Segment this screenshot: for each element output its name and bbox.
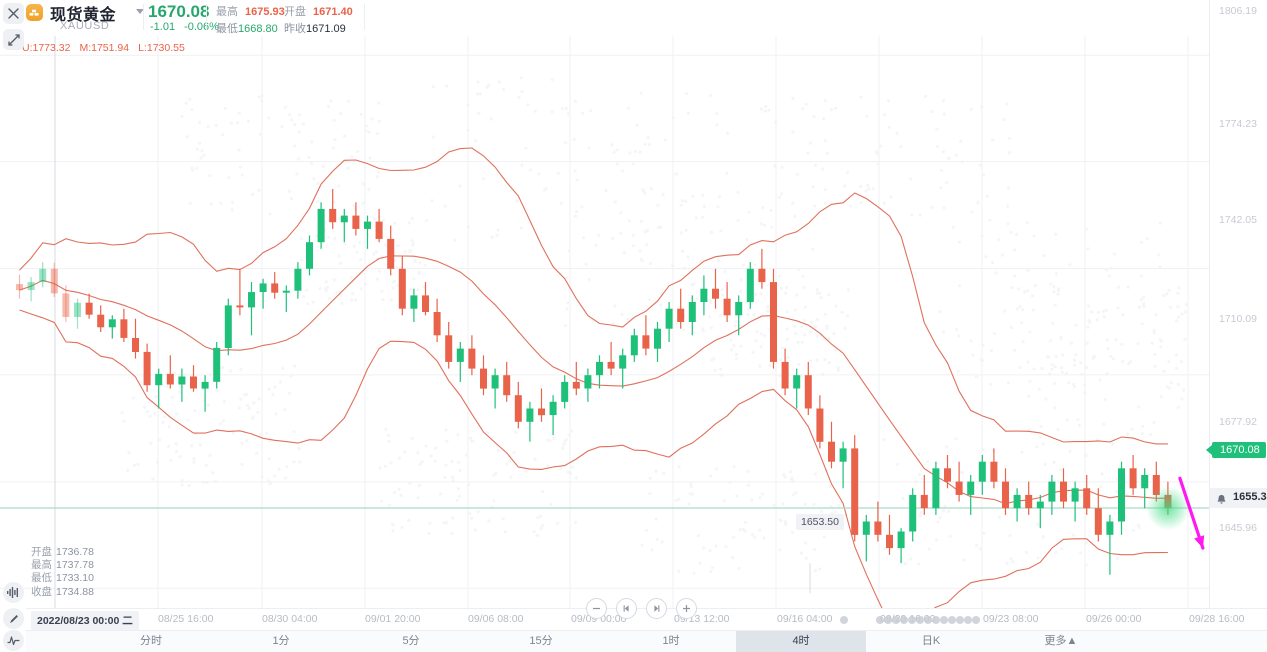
divider	[143, 4, 144, 30]
tab-fenshi[interactable]: 分时	[140, 635, 162, 647]
last-price: 1670.08	[148, 2, 210, 21]
time-tick: 09/23 08:00	[983, 613, 1039, 625]
stat-prevclose-value: 1671.09	[306, 23, 346, 35]
wave-icon[interactable]	[3, 630, 24, 651]
ohlc-open-value: 1736.78	[56, 546, 94, 558]
candlestick-canvas	[0, 36, 1209, 608]
chart-header: 现货黄金 XAUUSD 1670.08 -1.01 -0.06% 最高 1675.9…	[26, 0, 1267, 36]
stat-high-label: 最高	[216, 6, 238, 18]
current-time-pill: 2022/08/23 00:00 二	[31, 611, 139, 630]
current-price-badge[interactable]: 1670.08	[1206, 442, 1266, 458]
ohlc-close-value: 1734.88	[56, 585, 94, 598]
boll-lower: L:1730.55	[138, 42, 185, 54]
time-tick: 09/09 00:00	[571, 613, 627, 625]
price-tick: 1710.09	[1219, 313, 1257, 325]
step-forward-button[interactable]	[646, 598, 667, 619]
zoom-in-button[interactable]	[676, 598, 697, 619]
time-tick: 09/06 08:00	[468, 613, 524, 625]
low-marker-label: 1653.50	[796, 514, 844, 530]
price-tick: 1774.23	[1219, 118, 1257, 130]
boll-indicator-legend: U:1773.32 M:1751.94 L:1730.55	[22, 42, 194, 54]
stat-low-value: 1668.80	[238, 23, 278, 35]
left-toolbar	[0, 0, 26, 651]
change-abs: -1.01	[150, 21, 176, 33]
zoom-out-button[interactable]	[586, 598, 607, 619]
time-tick: 08/25 16:00	[158, 613, 214, 625]
divider	[206, 4, 207, 30]
ohlc-low-value: 1733.10	[56, 572, 94, 585]
time-tick: 09/01 20:00	[365, 613, 421, 625]
stat-open: 开盘 1671.40	[284, 3, 353, 19]
pencil-icon[interactable]	[3, 608, 24, 629]
price-change: -1.01 -0.06%	[150, 21, 219, 33]
tab-daily[interactable]: 日K	[921, 635, 941, 647]
close-icon[interactable]	[3, 3, 24, 24]
expand-icon[interactable]	[3, 29, 24, 50]
volume-icon[interactable]	[3, 582, 24, 603]
stat-low: 最低1668.80	[216, 20, 278, 36]
stat-high: 最高 1675.93	[216, 3, 285, 19]
alert-price-value: 1655.33	[1233, 491, 1267, 503]
price-tick: 1645.96	[1219, 522, 1257, 534]
ohlc-low: 最低 1733.10	[31, 572, 94, 585]
page-title[interactable]: 现货黄金	[50, 7, 117, 24]
stat-open-label: 开盘	[284, 6, 306, 18]
stat-prevclose-label: 昨收	[284, 23, 306, 35]
obscured-overlay	[840, 616, 980, 624]
price-alert-row[interactable]: 1655.33	[1210, 488, 1267, 508]
divider	[364, 4, 365, 30]
tab-1min[interactable]: 1分	[272, 635, 290, 647]
boll-middle: M:1751.94	[79, 42, 130, 54]
tab-more[interactable]: 更多▲	[1044, 635, 1078, 647]
time-tick: 08/30 04:00	[262, 613, 318, 625]
stat-open-value: 1671.40	[313, 6, 353, 18]
tab-1hour[interactable]: 1时	[662, 635, 680, 647]
step-back-button[interactable]	[616, 598, 637, 619]
bell-icon[interactable]	[1216, 492, 1227, 510]
price-tick: 1677.92	[1219, 416, 1257, 428]
ohlc-close-label: 收盘	[31, 585, 52, 598]
tab-4hour[interactable]: 4时	[736, 631, 866, 652]
ohlc-tooltip: 开盘 1736.78 最高 1737.78 最低 1733.10 收盘 1734.88	[31, 546, 94, 599]
change-pct: -0.06%	[184, 21, 219, 33]
stat-low-label: 最低	[216, 23, 238, 35]
ohlc-close: 收盘 1734.88	[31, 586, 94, 599]
ohlc-open-label: 开盘	[31, 546, 52, 558]
time-tick: 09/28 16:00	[1189, 613, 1245, 625]
chart-nav-buttons	[586, 598, 697, 619]
stat-high-value: 1675.93	[245, 6, 285, 18]
tab-15min[interactable]: 15分	[529, 635, 553, 647]
chart-plot[interactable]: U:1773.32 M:1751.94 L:1730.55	[0, 36, 1209, 608]
ohlc-high-label: 最高	[31, 559, 52, 572]
ohlc-high-value: 1737.78	[56, 559, 94, 572]
stat-prevclose: 昨收1671.09	[284, 20, 346, 36]
chevron-down-icon[interactable]	[136, 9, 144, 14]
ohlc-low-label: 最低	[31, 572, 52, 585]
ohlc-open: 开盘 1736.78	[31, 546, 94, 559]
price-tick: 1806.19	[1219, 5, 1257, 17]
ohlc-high: 最高 1737.78	[31, 559, 94, 572]
time-tick: 09/26 00:00	[1086, 613, 1142, 625]
boll-upper: U:1773.32	[22, 42, 71, 54]
period-tab-bar: 分时 1分 5分 15分 1时 4时 日K 更多▲	[26, 630, 1267, 652]
symbol-code: XAUUSD	[60, 20, 110, 32]
time-tick: 09/16 04:00	[777, 613, 833, 625]
price-axis[interactable]: 1806.19 1774.23 1742.05 1710.09 1677.92 …	[1206, 0, 1267, 608]
price-tick: 1742.05	[1219, 214, 1257, 226]
tab-5min[interactable]: 5分	[402, 635, 420, 647]
gold-symbol-icon	[26, 4, 43, 21]
